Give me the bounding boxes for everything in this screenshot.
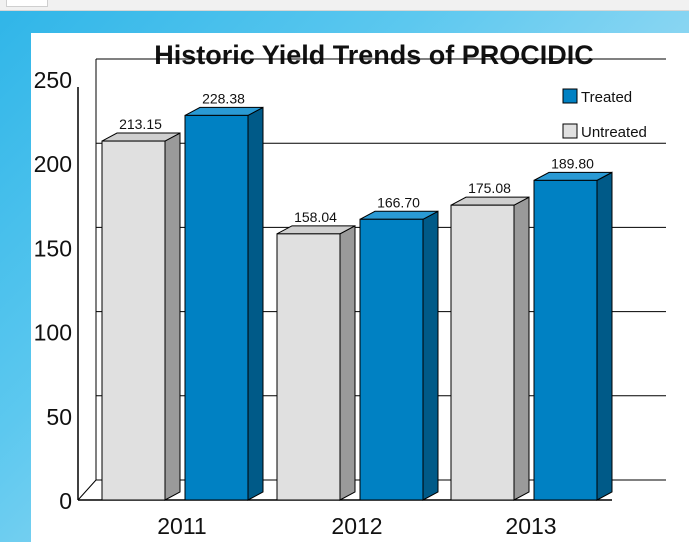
data-label: 213.15	[119, 116, 162, 132]
y-tick-label: 200	[34, 151, 72, 177]
bar-untreated-2011	[101, 140, 166, 501]
data-label: 158.04	[294, 209, 337, 225]
y-tick-label: 0	[59, 488, 72, 514]
x-tick-label: 2013	[505, 513, 556, 539]
legend-label-treated: Treated	[581, 89, 632, 106]
window-top-strip	[0, 0, 689, 11]
bar-treated-2011	[184, 114, 249, 501]
x-tick-label: 2012	[331, 513, 382, 539]
legend-swatch-untreated	[562, 123, 578, 139]
x-tick-label: 2011	[157, 513, 206, 539]
window-tab	[6, 0, 48, 7]
bar-untreated-2012-side	[339, 225, 356, 501]
floor-edge	[77, 479, 97, 501]
bar-untreated-2012	[276, 233, 341, 501]
y-tick-label: 150	[34, 235, 72, 261]
bar-untreated-2012-top	[276, 225, 356, 235]
bar-untreated-2011-top	[101, 132, 181, 142]
bar-untreated-2013-side	[513, 196, 530, 501]
bar-treated-2013-top	[533, 171, 613, 181]
y-tick-label: 250	[34, 67, 72, 93]
bar-untreated-2013	[450, 204, 515, 501]
legend-swatch-treated	[562, 88, 578, 104]
bar-treated-2012	[359, 218, 424, 501]
y-tick-label: 100	[34, 320, 72, 346]
bar-treated-2013	[533, 179, 598, 501]
data-label: 189.80	[551, 155, 594, 171]
bar-treated-2011-side	[247, 106, 264, 501]
y-tick-label: 50	[46, 404, 72, 430]
data-label: 166.70	[377, 194, 420, 210]
bar-treated-2012-side	[422, 210, 439, 501]
bar-treated-2011-top	[184, 106, 264, 116]
chart-title: Historic Yield Trends of PROCIDIC	[154, 40, 594, 70]
data-label: 175.08	[468, 180, 511, 196]
bar-treated-2012-top	[359, 210, 439, 220]
bar-treated-2013-side	[596, 171, 613, 501]
legend-label-untreated: Untreated	[581, 124, 647, 141]
bar-untreated-2013-top	[450, 196, 530, 206]
bar-untreated-2011-side	[164, 132, 181, 501]
data-label: 228.38	[202, 90, 245, 106]
